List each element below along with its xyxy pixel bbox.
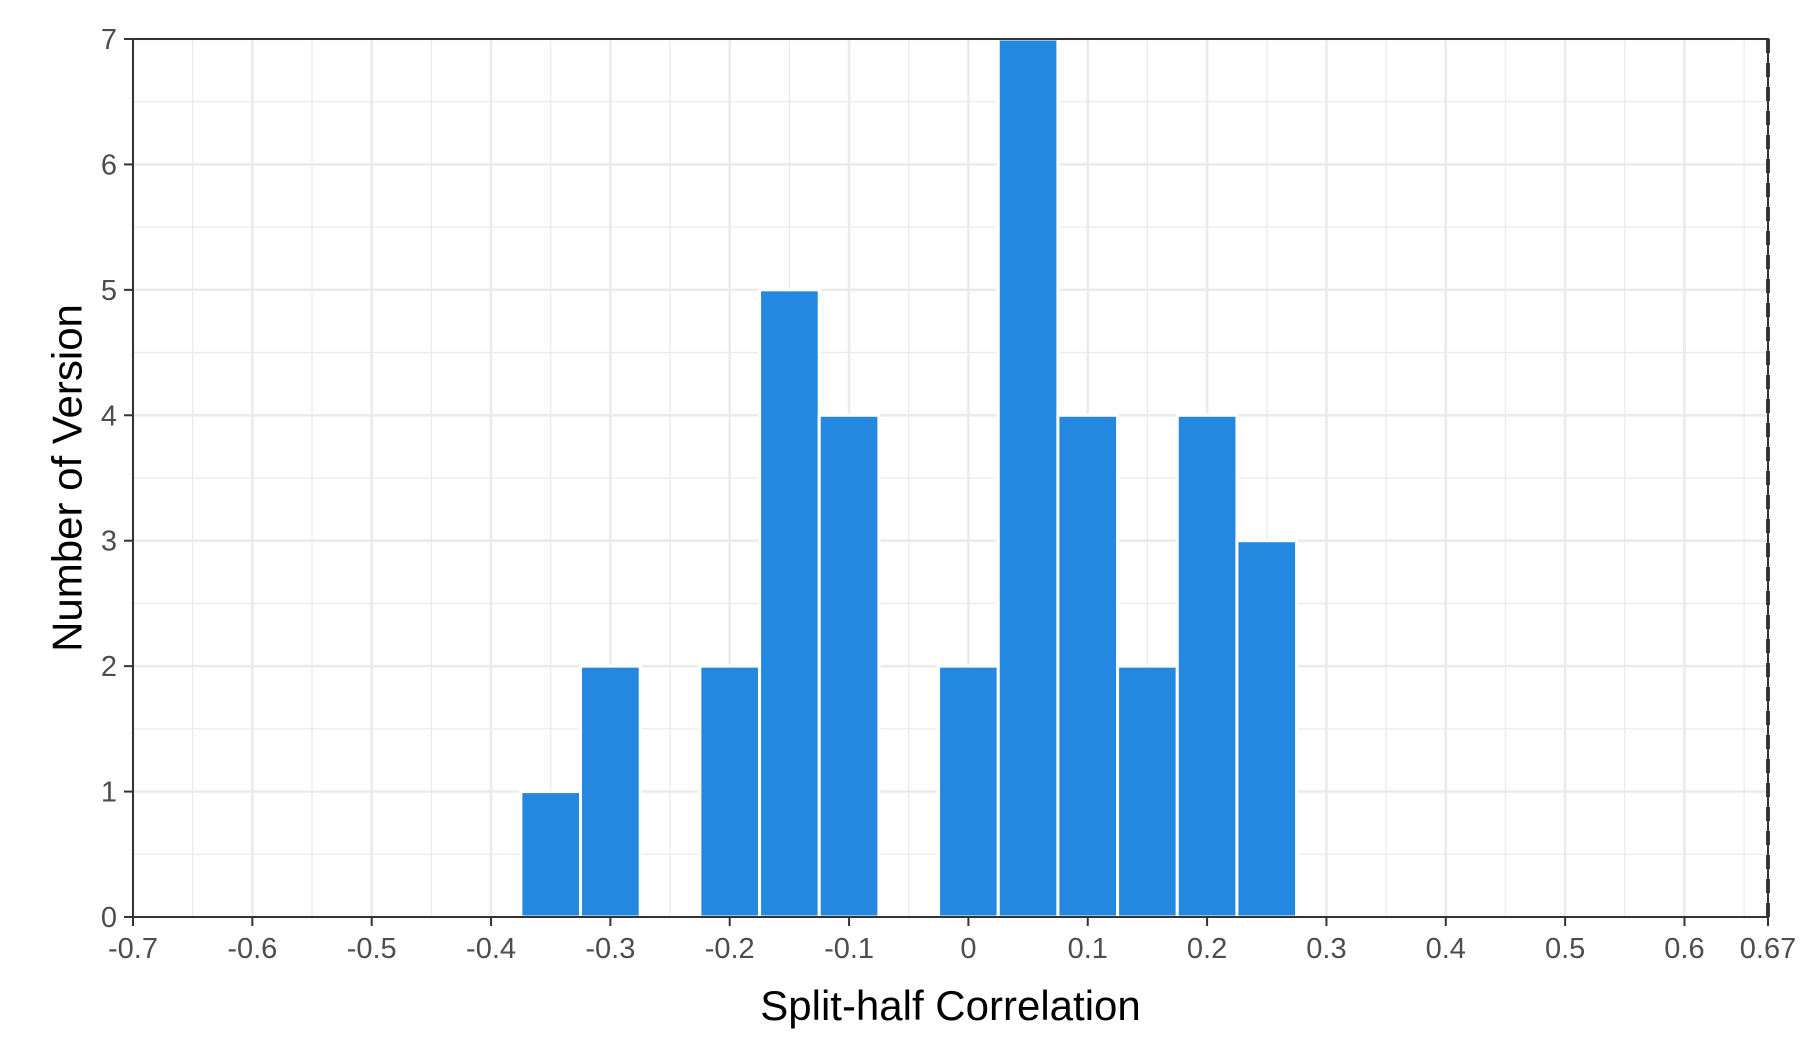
x-tick-label: 0.4 xyxy=(1426,933,1466,965)
x-tick-label: 0.2 xyxy=(1187,933,1227,965)
y-axis-title: Number of Version xyxy=(44,304,91,652)
y-tick-label: 4 xyxy=(101,400,117,432)
histogram-bar xyxy=(996,37,1060,919)
x-tick-label: 0.3 xyxy=(1306,933,1346,965)
y-tick-label: 7 xyxy=(101,24,117,56)
histogram-bar xyxy=(698,664,762,919)
histogram-bar xyxy=(758,288,821,919)
x-tick-label: -0.3 xyxy=(585,933,635,965)
y-tick-label: 1 xyxy=(101,777,117,809)
x-tick-label: -0.2 xyxy=(705,933,755,965)
histogram-bar xyxy=(1056,413,1120,919)
x-tick-label: -0.5 xyxy=(347,933,397,965)
x-tick-label: -0.6 xyxy=(227,933,277,965)
axes: -0.7 -0.6 -0.5 -0.4 -0.3 -0.2 -0.1 0 0.1 0.2 0.3 0.… xyxy=(101,24,1796,965)
y-tick-label: 3 xyxy=(101,526,117,558)
histogram-bar xyxy=(519,790,583,919)
y-tick-label: 6 xyxy=(101,149,117,181)
x-tick-label: 0.5 xyxy=(1545,933,1585,965)
panel-border xyxy=(132,38,1769,918)
histogram-bar xyxy=(1116,664,1179,919)
y-tick-label: 5 xyxy=(101,275,117,307)
x-tick-label: 0.6 xyxy=(1664,933,1704,965)
histogram-bar xyxy=(937,664,1000,919)
x-tick-label: -0.7 xyxy=(108,933,158,965)
y-tick-label: 0 xyxy=(101,902,117,934)
histogram-bar xyxy=(1235,539,1299,919)
grid-lines xyxy=(131,37,1768,919)
x-tick-label: 0 xyxy=(960,933,976,965)
x-tick-label: -0.1 xyxy=(824,933,874,965)
y-tick-label: 2 xyxy=(101,651,117,683)
x-tick-label: 0.1 xyxy=(1068,933,1108,965)
x-tick-label: -0.4 xyxy=(466,933,516,965)
x-axis-title: Split-half Correlation xyxy=(760,982,1141,1029)
x-tick-label: 0.67 xyxy=(1740,933,1796,965)
histogram-bar xyxy=(1175,413,1239,919)
histogram-bar xyxy=(817,413,881,919)
histogram-bar xyxy=(579,664,642,919)
